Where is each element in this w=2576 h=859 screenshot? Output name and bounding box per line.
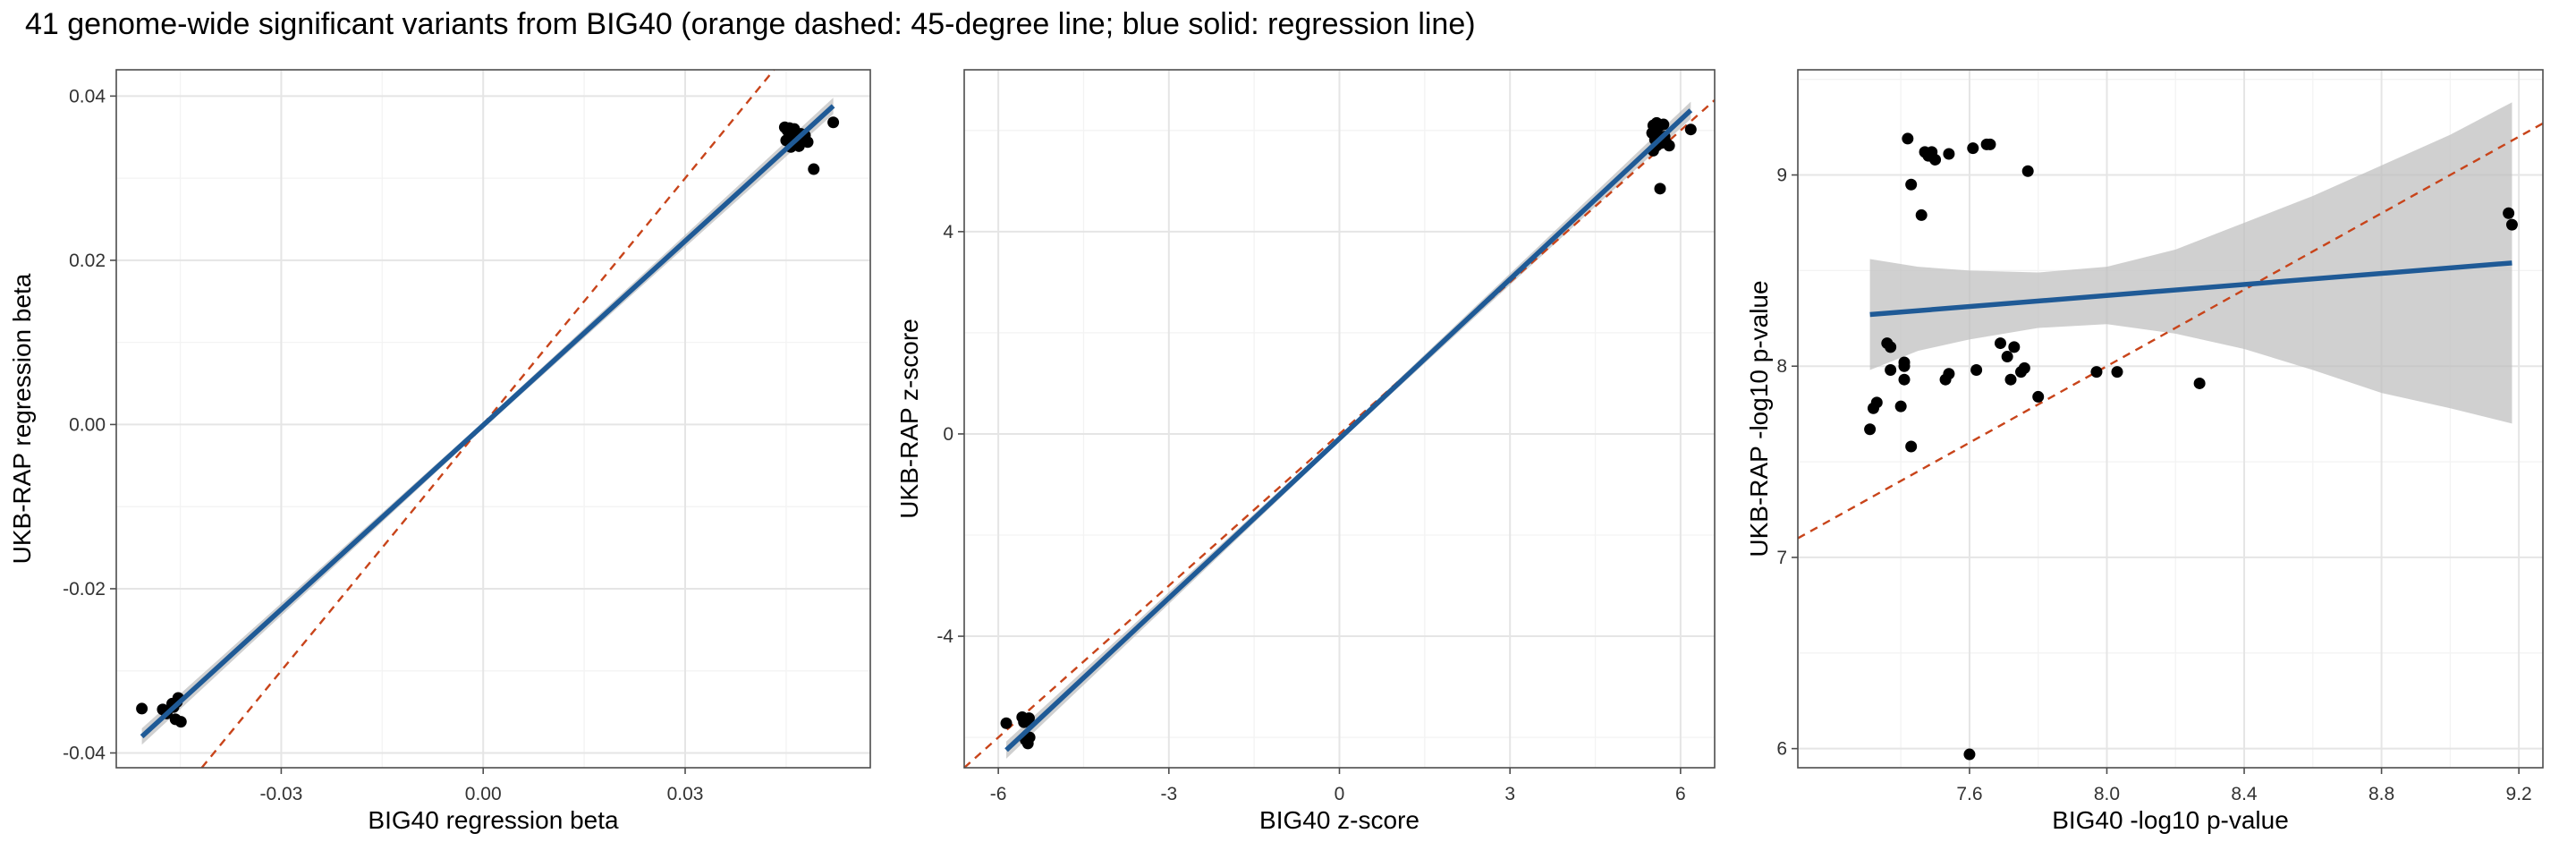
y-tick-label: 8 — [1776, 356, 1787, 377]
x-axis-label: BIG40 z-score — [1259, 806, 1419, 834]
data-point — [2503, 207, 2515, 219]
y-tick-label: 0 — [943, 424, 953, 445]
regression-line — [1869, 260, 2512, 318]
identity-line — [963, 99, 1716, 769]
data-point — [1885, 341, 1897, 353]
data-point — [1994, 337, 2006, 350]
chart-panel-2: -6 -3 0 3 6 -4 0 4 BIG40 z-score UKB-RAP z-score — [895, 69, 1716, 834]
data-point — [2111, 366, 2123, 378]
data-point — [1970, 364, 1983, 377]
y-axis-label: UKB-RAP regression beta — [8, 273, 36, 564]
data-point — [1967, 142, 1979, 155]
data-point — [1016, 710, 1029, 723]
confidence-band — [1869, 102, 2512, 424]
x-tick-label: 8.8 — [2368, 784, 2394, 804]
data-point — [136, 702, 148, 715]
data-point — [174, 716, 187, 728]
data-point — [1905, 440, 1918, 453]
data-point — [1905, 178, 1918, 191]
data-point — [2505, 218, 2518, 231]
data-point — [1898, 360, 1911, 372]
y-axis-label: UKB-RAP z-score — [895, 319, 923, 519]
data-point — [1864, 423, 1877, 436]
data-point — [2032, 390, 2045, 403]
x-tick-label: 9.2 — [2506, 784, 2532, 804]
y-tick-label: 0.00 — [69, 414, 106, 435]
y-tick-label: -0.04 — [63, 743, 106, 763]
data-point — [1984, 138, 1996, 150]
x-tick-label: 8.4 — [2231, 784, 2258, 804]
x-tick-label: 0 — [1335, 784, 1345, 804]
figure-title: 41 genome-wide significant variants from… — [25, 7, 1476, 41]
y-axis-label: UKB-RAP -log10 p-value — [1745, 280, 1773, 557]
x-tick-label: 6 — [1675, 784, 1686, 804]
data-point — [1943, 368, 1955, 380]
data-point — [2018, 361, 2030, 374]
x-tick-label: 8.0 — [2094, 784, 2120, 804]
chart-panel-3: 7.6 8.0 8.4 8.8 9.2 6 7 8 9 BIG40 -log10 p-value U… — [1745, 69, 2544, 834]
data-point — [1898, 373, 1911, 386]
y-tick-label: 0.04 — [69, 86, 106, 106]
y-tick-label: 6 — [1776, 739, 1787, 760]
data-point — [1929, 153, 1942, 166]
chart-panel-1: -0.03 0.00 0.03 -0.04 -0.02 0.00 0.02 0.04 BIG40… — [8, 69, 871, 834]
data-point — [1963, 748, 1976, 761]
data-point — [1915, 208, 1928, 221]
data-point — [801, 136, 814, 149]
regression-line — [140, 104, 835, 739]
data-point — [2008, 341, 2021, 353]
data-point — [2090, 366, 2103, 378]
data-point — [1885, 364, 1897, 377]
data-point — [808, 163, 820, 175]
panel-border — [115, 69, 871, 769]
y-tick-label: 4 — [943, 222, 953, 242]
data-point — [1663, 140, 1675, 152]
x-tick-label: -3 — [1160, 784, 1177, 804]
x-tick-label: -0.03 — [259, 784, 302, 804]
panel-border — [1797, 69, 2544, 769]
y-tick-label: 0.02 — [69, 251, 106, 271]
data-point — [827, 116, 840, 129]
x-axis-label: BIG40 regression beta — [368, 806, 619, 834]
x-tick-label: 3 — [1504, 784, 1515, 804]
x-axis-label: BIG40 -log10 p-value — [2052, 806, 2289, 834]
data-point — [1894, 400, 1907, 412]
data-point — [1684, 123, 1697, 136]
x-tick-label: 0.00 — [465, 784, 502, 804]
data-point — [1646, 127, 1658, 140]
data-point — [2193, 377, 2206, 389]
data-point — [1902, 132, 1914, 145]
data-point — [1000, 717, 1013, 729]
x-tick-label: 7.6 — [1956, 784, 1982, 804]
data-point — [2001, 351, 2013, 363]
x-tick-label: -6 — [990, 784, 1007, 804]
data-point — [2004, 373, 2017, 386]
data-point — [1657, 118, 1670, 131]
data-point — [2021, 165, 2034, 177]
y-tick-label: -4 — [936, 626, 953, 647]
y-tick-label: 7 — [1776, 548, 1787, 568]
y-tick-label: -0.02 — [63, 579, 106, 600]
y-tick-label: 9 — [1776, 166, 1787, 186]
x-tick-label: 0.03 — [667, 784, 704, 804]
data-point — [1943, 148, 1955, 160]
data-point — [1023, 731, 1036, 744]
data-point — [1870, 396, 1883, 409]
regression-line — [1004, 108, 1693, 753]
data-point — [1654, 183, 1666, 195]
